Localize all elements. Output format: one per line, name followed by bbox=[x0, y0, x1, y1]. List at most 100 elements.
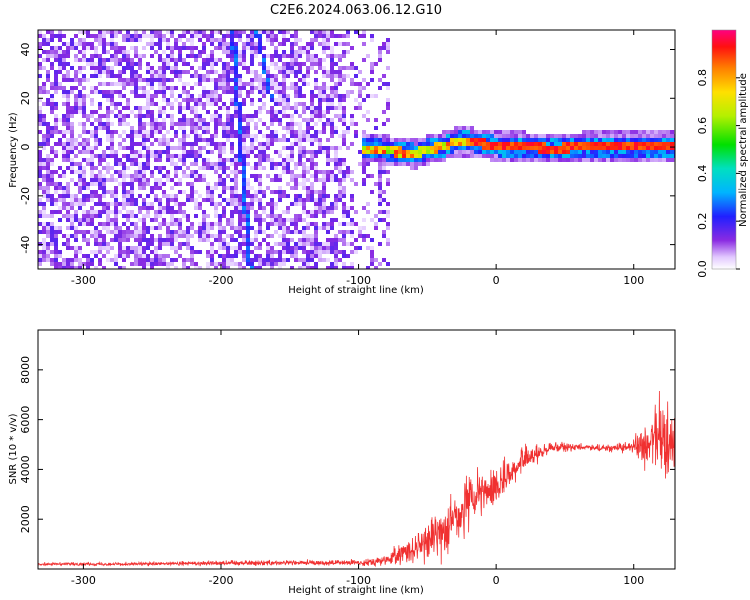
spectrogram-cell bbox=[662, 130, 666, 134]
spectrogram-cell bbox=[98, 66, 102, 70]
spectrogram-cell bbox=[286, 158, 290, 162]
spectrogram-cell bbox=[138, 54, 142, 58]
spectrogram-cell bbox=[278, 198, 282, 202]
spectrogram-cell bbox=[174, 266, 178, 269]
spectrogram-cell bbox=[98, 230, 102, 234]
spectrogram-cell bbox=[378, 242, 382, 246]
spectrogram-cell bbox=[366, 54, 370, 58]
spectrogram-cell bbox=[590, 150, 594, 154]
spectrogram-cell bbox=[274, 90, 278, 94]
spectrogram-cell bbox=[330, 74, 334, 78]
spectrogram-cell bbox=[38, 150, 42, 154]
spectrogram-cell bbox=[286, 130, 290, 134]
spectrogram-cell bbox=[118, 134, 122, 138]
spectrogram-cell bbox=[102, 66, 106, 70]
spectrogram-cell bbox=[274, 46, 278, 50]
spectrogram-cell bbox=[318, 94, 322, 98]
spectrogram-cell bbox=[158, 242, 162, 246]
spectrogram-cell bbox=[130, 134, 134, 138]
spectrogram-cell bbox=[178, 182, 182, 186]
spectrogram-cell bbox=[250, 38, 254, 42]
spectrogram-cell bbox=[226, 46, 230, 50]
spectrogram-cell bbox=[270, 222, 274, 226]
spectrogram-cell bbox=[42, 166, 46, 170]
spectrogram-cell bbox=[262, 102, 266, 106]
spectrogram-cell bbox=[314, 54, 318, 58]
spectrogram-cell bbox=[310, 90, 314, 94]
spectrogram-cell bbox=[154, 194, 158, 198]
spectrogram-cell bbox=[334, 62, 338, 66]
spectrogram-cell bbox=[326, 38, 330, 42]
spectrogram-cell bbox=[242, 82, 246, 86]
spectrogram-cell bbox=[270, 34, 274, 38]
spectrogram-cell bbox=[82, 238, 86, 242]
spectrogram-cell bbox=[194, 190, 198, 194]
spectrogram-cell bbox=[350, 62, 354, 66]
spectrogram-cell bbox=[370, 154, 374, 158]
spectrogram-cell bbox=[246, 238, 250, 242]
spectrogram-cell bbox=[158, 34, 162, 38]
spectrogram-cell bbox=[422, 154, 426, 158]
spectrogram-cell bbox=[134, 254, 138, 258]
spectrogram-cell bbox=[326, 210, 330, 214]
spectrogram-cell bbox=[210, 162, 214, 166]
spectrogram-cell bbox=[110, 110, 114, 114]
spectrogram-cell bbox=[262, 206, 266, 210]
spectrogram-cell bbox=[354, 74, 358, 78]
spectrogram-cell bbox=[522, 138, 526, 142]
spectrogram-cell bbox=[294, 218, 298, 222]
spectrogram-cell bbox=[198, 94, 202, 98]
spectrogram-cell bbox=[258, 50, 262, 54]
spectrogram-cell bbox=[350, 118, 354, 122]
spectrogram-cell bbox=[294, 54, 298, 58]
spectrogram-cell bbox=[106, 226, 110, 230]
spectrogram-cell bbox=[70, 266, 74, 269]
spectrogram-cell bbox=[126, 98, 130, 102]
spectrogram-cell bbox=[326, 138, 330, 142]
spectrogram-cell bbox=[330, 122, 334, 126]
spectrogram-cell bbox=[298, 90, 302, 94]
spectrogram-cell bbox=[106, 246, 110, 250]
spectrogram-cell bbox=[258, 78, 262, 82]
spectrogram-cell bbox=[194, 170, 198, 174]
spectrogram-cell bbox=[406, 158, 410, 162]
spectrogram-cell bbox=[182, 146, 186, 150]
spectrogram-cell bbox=[654, 146, 658, 150]
spectrogram-cell bbox=[318, 210, 322, 214]
spectrogram-cell bbox=[566, 138, 570, 142]
spectrogram-cell bbox=[230, 58, 234, 62]
spectrogram-cell bbox=[130, 58, 134, 62]
spectrogram-cell bbox=[266, 78, 270, 82]
spectrogram-cell bbox=[402, 154, 406, 158]
spectrogram-cell bbox=[38, 198, 42, 202]
spectrogram-cell bbox=[182, 170, 186, 174]
spectrogram-cell bbox=[62, 142, 66, 146]
spectrogram-cell bbox=[326, 102, 330, 106]
spectrogram-cell bbox=[50, 98, 54, 102]
spectrogram-cell bbox=[42, 102, 46, 106]
spectrogram-cell bbox=[246, 66, 250, 70]
spectrogram-cell bbox=[570, 138, 574, 142]
spectrogram-cell bbox=[314, 134, 318, 138]
spectrogram-cell bbox=[302, 182, 306, 186]
spectrogram-cell bbox=[514, 158, 518, 162]
spectrogram-cell bbox=[634, 158, 638, 162]
spectrogram-cell bbox=[294, 174, 298, 178]
spectrogram-cell bbox=[334, 218, 338, 222]
spectrogram-cell bbox=[42, 226, 46, 230]
spectrogram-cell bbox=[210, 186, 214, 190]
spectrogram-cell bbox=[282, 42, 286, 46]
spectrogram-cell bbox=[42, 134, 46, 138]
spectrogram-cell bbox=[222, 122, 226, 126]
spectrogram-cell bbox=[230, 194, 234, 198]
spectrogram-cell bbox=[50, 262, 54, 266]
spectrogram-cell bbox=[454, 150, 458, 154]
spectrogram-cell bbox=[542, 142, 546, 146]
spectrogram-cell bbox=[94, 266, 98, 269]
spectrogram-cell bbox=[226, 106, 230, 110]
spectrogram-cell bbox=[214, 78, 218, 82]
spectrogram-cell bbox=[50, 82, 54, 86]
spectrogram-cell bbox=[154, 118, 158, 122]
spectrogram-cell bbox=[302, 130, 306, 134]
spectrogram-cell bbox=[278, 186, 282, 190]
